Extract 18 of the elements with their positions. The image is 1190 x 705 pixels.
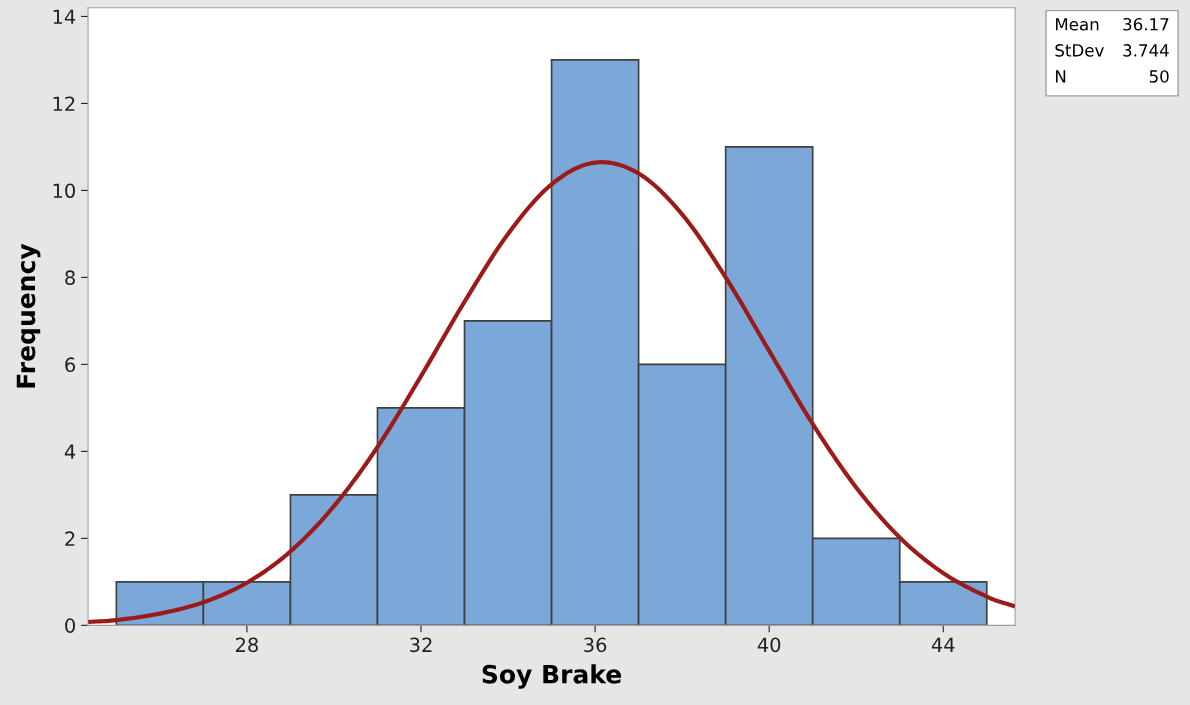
text: N 50: [1055, 70, 1169, 83]
x-tick-label: 40: [757, 637, 781, 653]
x-tick-label: 44: [931, 637, 955, 652]
y-tick-label: 6: [65, 357, 76, 373]
y-tick-label: 10: [53, 183, 75, 199]
x-tick-label: 32: [410, 637, 432, 653]
y-tick-label: 0: [65, 618, 75, 633]
y-tick-label: 12: [53, 96, 75, 111]
text: StDev 3.744: [1055, 44, 1169, 57]
y-tick-label: 8: [65, 270, 75, 286]
y-tick-label: 4: [64, 444, 76, 459]
x-axis-title: Soy Brake: [482, 664, 622, 689]
text: Mean 36.17: [1055, 17, 1169, 31]
y-axis-title: Frequency: [16, 243, 41, 388]
x-tick-label: 36: [584, 637, 607, 653]
y-tick-label: 14: [53, 9, 76, 24]
x-tick-label: 28: [235, 637, 258, 653]
y-tick-label: 2: [65, 531, 75, 546]
